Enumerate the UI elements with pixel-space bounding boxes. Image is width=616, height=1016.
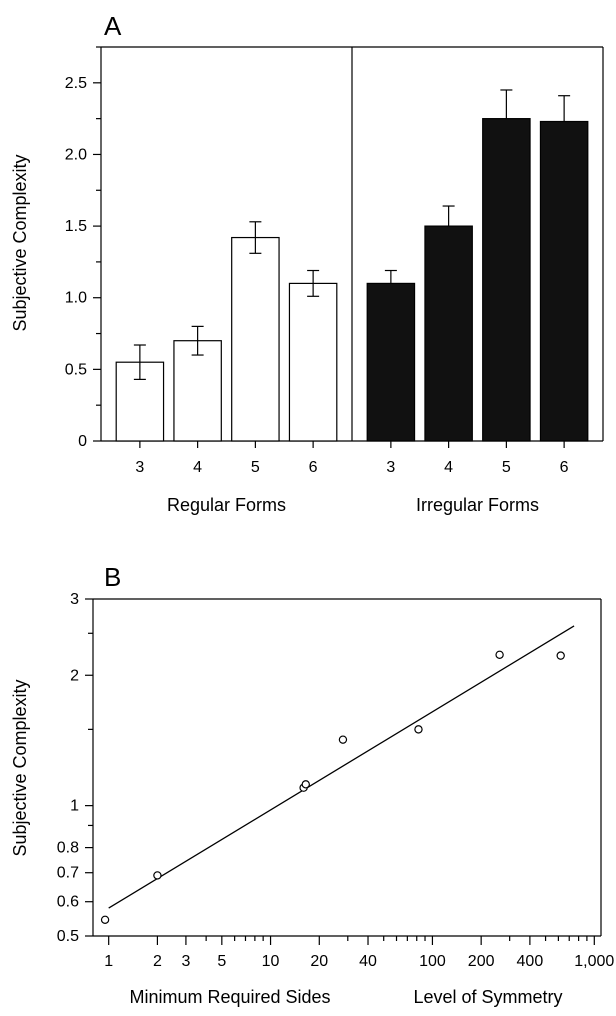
panel-b-x-tick-label: 3 xyxy=(181,953,190,970)
panel-a-y-tick-label: 0.5 xyxy=(65,361,87,378)
panel-a-y-tick-label: 1.5 xyxy=(65,218,87,235)
panel-a-group-label: Irregular Forms xyxy=(416,495,539,515)
panel-b-data-point xyxy=(495,650,504,659)
panel-b-y-axis-title: Subjective Complexity xyxy=(10,679,30,856)
panel-b-x-tick-label: 1,000 xyxy=(574,953,614,970)
panel-a-x-tick-label: 5 xyxy=(502,459,511,476)
panel-a-y-tick-label: 1.0 xyxy=(65,290,87,307)
panel-a-y-tick-label: 2.0 xyxy=(65,146,87,163)
panel-b-x-tick-label: 100 xyxy=(419,953,446,970)
panel-b-y-tick-label: 2 xyxy=(70,667,79,684)
panel-b-axes: 0.5 0.6 0.7 0.8 1 2 3 1 2 3 5 10 20 40 100 200 400 1,000 xyxy=(57,591,615,970)
panel-b-data-point xyxy=(301,780,310,789)
panel-a-bar xyxy=(231,236,280,442)
panel-a-labels: 3 4 5 6 Regular Forms 3 4 5 6 Irregular Forms xyxy=(135,459,568,515)
panel-a-x-tick-label: 5 xyxy=(251,459,260,476)
panel-b-y-tick-label: 0.5 xyxy=(57,928,79,945)
panel-b-x-axis-title-sides: Minimum Required Sides xyxy=(129,987,330,1007)
panel-a-bar-chart: A Subjective Complexity 0 0.5 1.0 1.5 2.0 2.5… xyxy=(10,11,604,515)
panel-a-x-tick-label: 4 xyxy=(193,459,202,476)
panel-b-x-axis-title-symmetry: Level of Symmetry xyxy=(413,987,562,1007)
panel-a-bar xyxy=(173,340,222,442)
panel-b-data-point xyxy=(556,651,565,660)
panel-b-x-tick-label: 10 xyxy=(262,953,280,970)
panel-b-y-tick-label: 0.6 xyxy=(57,894,79,911)
panel-b-marks xyxy=(100,625,575,924)
panel-b-scatter-chart: B Subjective Complexity Minimum Required… xyxy=(10,562,614,1007)
panel-b-x-tick-label: 1 xyxy=(104,953,113,970)
panel-a-letter: A xyxy=(104,11,122,41)
panel-b-y-tick-label: 0.7 xyxy=(57,865,79,882)
panel-a-bars xyxy=(115,89,589,442)
panel-a-y-tick-label: 2.5 xyxy=(65,75,87,92)
panel-b-data-point xyxy=(414,725,423,734)
panel-b-x-tick-label: 40 xyxy=(359,953,377,970)
panel-a-y-tick-label: 0 xyxy=(78,433,87,450)
panel-b-data-point xyxy=(100,915,110,924)
panel-b-x-tick-label: 20 xyxy=(310,953,328,970)
panel-a-x-tick-label: 3 xyxy=(135,459,144,476)
panel-a-bar xyxy=(539,120,589,442)
panel-a-x-tick-label: 4 xyxy=(444,459,453,476)
panel-a-bar xyxy=(424,225,473,442)
panel-a-x-tick-label: 3 xyxy=(386,459,395,476)
panel-b-letter: B xyxy=(104,562,121,592)
panel-b-fit-line xyxy=(108,625,575,909)
panel-b-x-tick-label: 400 xyxy=(517,953,544,970)
panel-a-bar xyxy=(482,118,531,442)
panel-b-data-point xyxy=(153,871,162,880)
panel-a-x-tick-label: 6 xyxy=(309,459,318,476)
panel-b-x-tick-label: 2 xyxy=(153,953,162,970)
panel-b-y-tick-label: 1 xyxy=(70,798,79,815)
panel-b-x-tick-label: 200 xyxy=(468,953,495,970)
panel-b-data-point xyxy=(338,735,348,744)
panel-b-y-tick-label: 3 xyxy=(70,591,79,608)
panel-a-bar xyxy=(288,282,338,442)
panel-b-x-tick-label: 5 xyxy=(217,953,226,970)
panel-b-y-tick-label: 0.8 xyxy=(57,840,79,857)
panel-a-x-tick-label: 6 xyxy=(560,459,569,476)
panel-a-y-axis-title: Subjective Complexity xyxy=(10,154,30,331)
panel-a-group-label: Regular Forms xyxy=(167,495,286,515)
panel-a-bar xyxy=(366,282,416,442)
